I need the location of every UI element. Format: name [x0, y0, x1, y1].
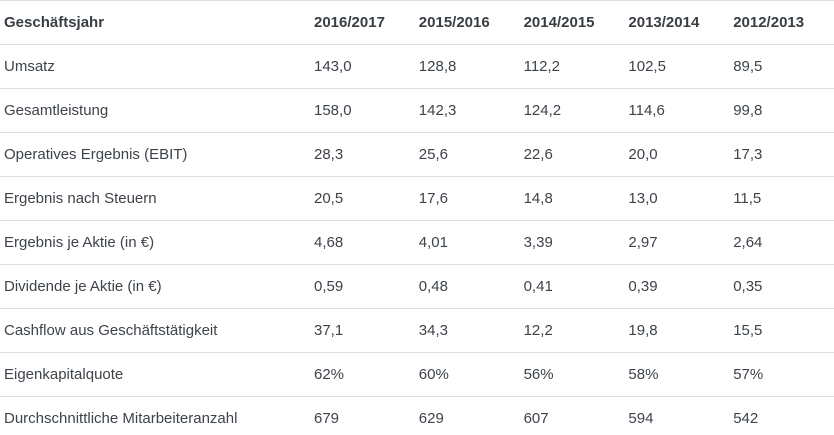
table-row-mitarbeiteranzahl: Durchschnittliche Mitarbeiteranzahl 679 …	[0, 396, 834, 435]
cell-value: 13,0	[624, 176, 730, 221]
table-row-eigenkapitalquote: Eigenkapitalquote 62% 60% 56% 58% 57%	[0, 352, 834, 397]
table-row-ergebnis-nach-steuern: Ergebnis nach Steuern 20,5 17,6 14,8 13,…	[0, 176, 834, 221]
cell-value: 0,39	[624, 264, 730, 309]
cell-value: 17,6	[414, 176, 520, 221]
cell-value: 112,2	[519, 44, 625, 89]
cell-value: 607	[519, 396, 625, 435]
cell-value: 0,35	[729, 264, 834, 309]
cell-value: 17,3	[729, 132, 834, 177]
cell-value: 128,8	[414, 44, 520, 89]
column-header-fiscal-year: Geschäftsjahr	[0, 0, 310, 45]
cell-value: 679	[310, 396, 415, 435]
cell-value: 143,0	[310, 44, 415, 89]
row-label: Ergebnis je Aktie (in €)	[0, 220, 310, 265]
cell-value: 57%	[729, 352, 834, 397]
cell-value: 542	[729, 396, 834, 435]
cell-value: 158,0	[310, 88, 415, 133]
cell-value: 89,5	[729, 44, 834, 89]
row-label: Ergebnis nach Steuern	[0, 176, 310, 221]
cell-value: 142,3	[414, 88, 520, 133]
cell-value: 2,97	[624, 220, 730, 265]
cell-value: 37,1	[310, 308, 415, 353]
table-row-ergebnis-je-aktie: Ergebnis je Aktie (in €) 4,68 4,01 3,39 …	[0, 220, 834, 265]
cell-value: 114,6	[624, 88, 730, 133]
column-header-2012-2013: 2012/2013	[729, 0, 834, 45]
cell-value: 19,8	[624, 308, 730, 353]
cell-value: 12,2	[519, 308, 625, 353]
cell-value: 124,2	[519, 88, 625, 133]
table-row-umsatz: Umsatz 143,0 128,8 112,2 102,5 89,5	[0, 44, 834, 89]
cell-value: 22,6	[519, 132, 625, 177]
cell-value: 594	[624, 396, 730, 435]
cell-value: 20,0	[624, 132, 730, 177]
cell-value: 629	[414, 396, 520, 435]
cell-value: 102,5	[624, 44, 730, 89]
row-label: Cashflow aus Geschäftstätigkeit	[0, 308, 310, 353]
cell-value: 15,5	[729, 308, 834, 353]
table-row-gesamtleistung: Gesamtleistung 158,0 142,3 124,2 114,6 9…	[0, 88, 834, 133]
column-header-2014-2015: 2014/2015	[519, 0, 625, 45]
column-header-2013-2014: 2013/2014	[624, 0, 730, 45]
cell-value: 28,3	[310, 132, 415, 177]
cell-value: 11,5	[729, 176, 834, 221]
cell-value: 0,59	[310, 264, 415, 309]
cell-value: 20,5	[310, 176, 415, 221]
cell-value: 62%	[310, 352, 415, 397]
cell-value: 60%	[414, 352, 520, 397]
cell-value: 0,48	[414, 264, 520, 309]
cell-value: 14,8	[519, 176, 625, 221]
cell-value: 4,68	[310, 220, 415, 265]
table-row-operatives-ergebnis-ebit: Operatives Ergebnis (EBIT) 28,3 25,6 22,…	[0, 132, 834, 177]
table-row-dividende-je-aktie: Dividende je Aktie (in €) 0,59 0,48 0,41…	[0, 264, 834, 309]
row-label: Operatives Ergebnis (EBIT)	[0, 132, 310, 177]
cell-value: 34,3	[414, 308, 520, 353]
table-header-row: Geschäftsjahr 2016/2017 2015/2016 2014/2…	[0, 0, 834, 45]
row-label: Dividende je Aktie (in €)	[0, 264, 310, 309]
cell-value: 56%	[519, 352, 625, 397]
row-label: Durchschnittliche Mitarbeiteranzahl	[0, 396, 310, 435]
cell-value: 4,01	[414, 220, 520, 265]
cell-value: 2,64	[729, 220, 834, 265]
cell-value: 0,41	[519, 264, 625, 309]
row-label: Gesamtleistung	[0, 88, 310, 133]
column-header-2016-2017: 2016/2017	[310, 0, 415, 45]
cell-value: 25,6	[414, 132, 520, 177]
cell-value: 3,39	[519, 220, 625, 265]
table-row-cashflow: Cashflow aus Geschäftstätigkeit 37,1 34,…	[0, 308, 834, 353]
cell-value: 99,8	[729, 88, 834, 133]
row-label: Eigenkapitalquote	[0, 352, 310, 397]
row-label: Umsatz	[0, 44, 310, 89]
cell-value: 58%	[624, 352, 730, 397]
column-header-2015-2016: 2015/2016	[414, 0, 520, 45]
